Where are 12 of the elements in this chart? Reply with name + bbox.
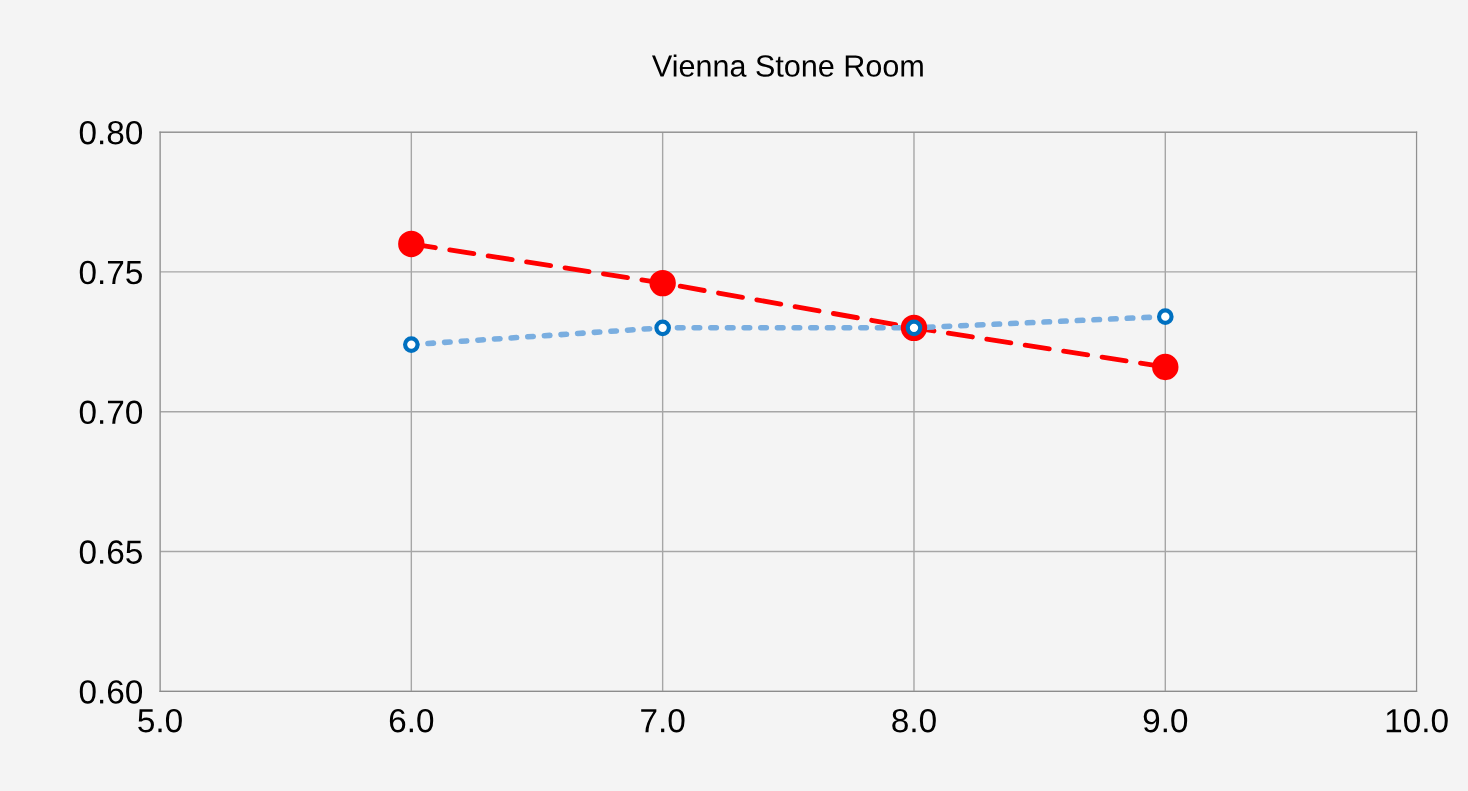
x-tick-label: 10.0 — [1386, 708, 1448, 733]
y-tick-label: 0.65 — [79, 540, 142, 564]
x-tick-label: 7.0 — [641, 708, 685, 733]
y-tick-label: 0.60 — [79, 680, 143, 704]
y-tick-label: 0.80 — [79, 120, 143, 145]
x-tick-label: 8.0 — [892, 708, 936, 733]
x-tick-label: 5.0 — [138, 708, 182, 733]
x-tick-label: 6.0 — [389, 708, 434, 733]
y-tick-label: 0.70 — [79, 400, 143, 425]
x-tick-label: 9.0 — [1143, 708, 1188, 733]
y-tick-label: 0.75 — [79, 260, 142, 285]
chart-title: Vienna Stone Room — [651, 54, 923, 77]
